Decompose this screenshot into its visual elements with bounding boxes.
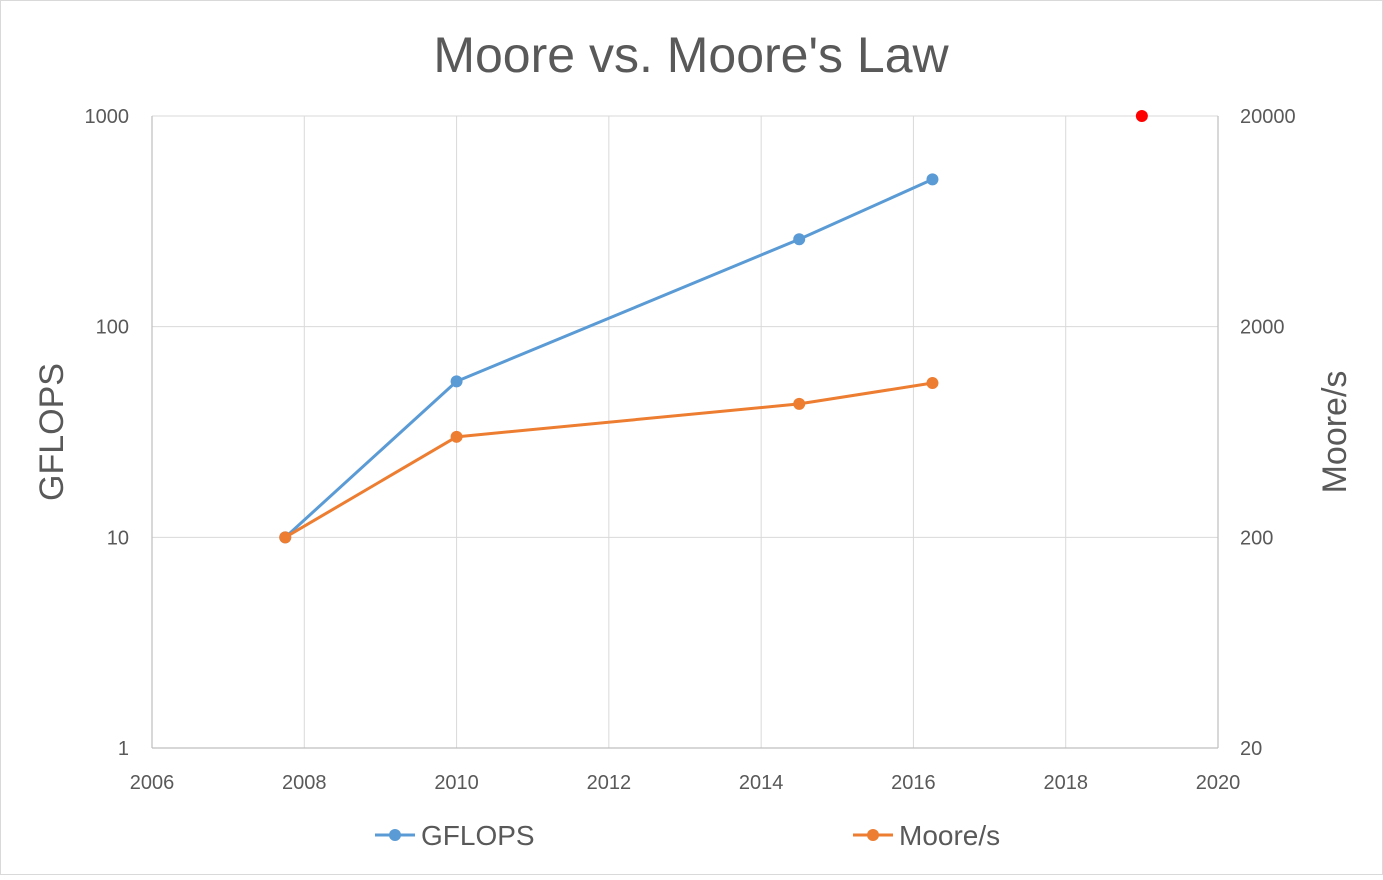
x-tick-label: 2018	[1043, 772, 1088, 794]
data-point-moore-s	[793, 397, 806, 410]
y2-axis-label: Moore/s	[1316, 371, 1354, 494]
x-tick-label: 2016	[891, 772, 936, 794]
data-point-moore-s	[279, 531, 292, 544]
data-point-gflops	[793, 233, 806, 246]
data-point-moore-s	[926, 377, 939, 390]
y-tick-label: 1	[118, 738, 129, 760]
data-point-gflops	[450, 375, 463, 388]
y2-tick-label: 20	[1240, 738, 1262, 760]
x-tick-label: 2010	[434, 772, 479, 794]
y2-tick-label: 200	[1240, 527, 1273, 549]
legend: GFLOPS Moore/s	[375, 820, 1000, 851]
chart-title: Moore vs. Moore's Law	[433, 27, 949, 83]
legend-marker-swatch	[389, 829, 401, 841]
x-tick-label: 2006	[130, 772, 175, 794]
y-tick-label: 10	[107, 527, 129, 549]
y-axis-label: GFLOPS	[33, 363, 71, 501]
y-tick-label: 100	[96, 317, 129, 339]
series-line-moore-s	[284, 381, 933, 539]
axis-layer: 2006 2008 2010 2012 2014 2016 2018 2020 1 10 100 10…	[85, 106, 1296, 794]
data-point-moore-s	[450, 430, 463, 443]
legend-label: GFLOPS	[421, 820, 535, 851]
x-tick-label: 2020	[1196, 772, 1241, 794]
legend-marker-swatch	[867, 829, 879, 841]
y2-tick-label: 20000	[1240, 106, 1296, 128]
legend-item: GFLOPS	[375, 820, 535, 851]
legend-item: Moore/s	[853, 820, 1000, 851]
x-tick-label: 2014	[739, 772, 784, 794]
extra-data-point	[1135, 110, 1148, 122]
y-tick-label: 1000	[85, 106, 130, 128]
x-tick-label: 2012	[587, 772, 632, 794]
series-layer	[279, 110, 1148, 544]
y2-tick-label: 2000	[1240, 317, 1285, 339]
data-point-gflops	[926, 173, 939, 186]
series-line-gflops	[284, 178, 934, 539]
legend-label: Moore/s	[899, 820, 1000, 851]
x-tick-label: 2008	[282, 772, 327, 794]
